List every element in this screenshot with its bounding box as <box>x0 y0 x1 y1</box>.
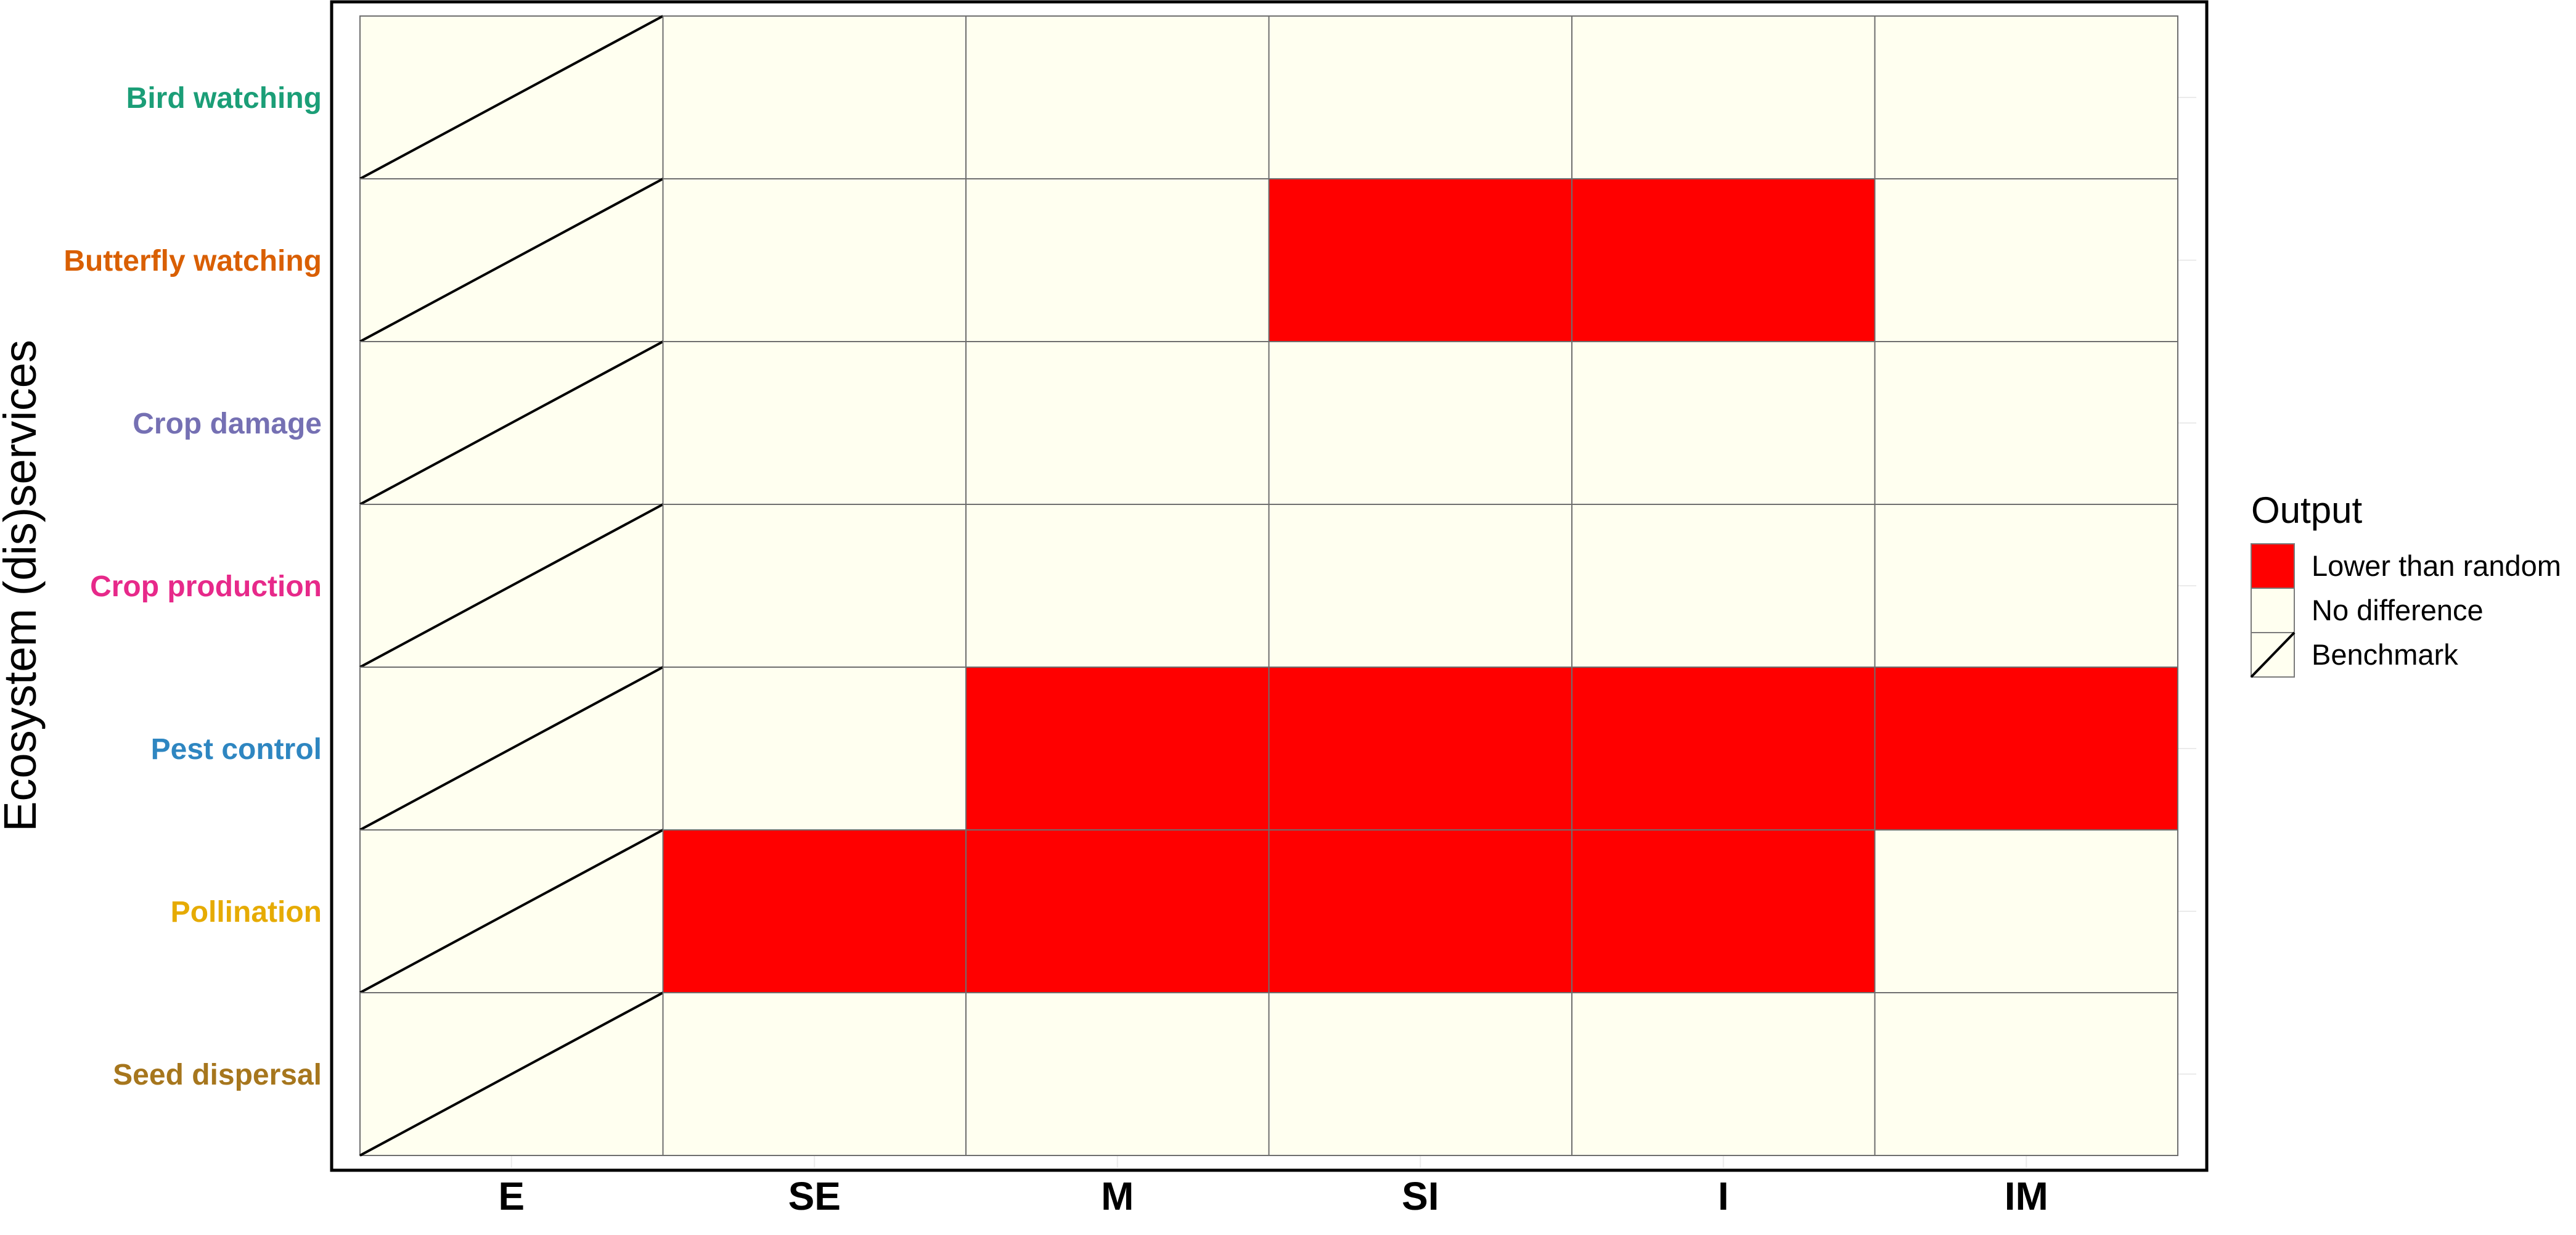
legend-label: Lower than random <box>2312 549 2561 582</box>
heatmap-cell <box>1571 504 1876 668</box>
heatmap-cell <box>662 992 967 1156</box>
heatmap-cell <box>1874 178 2178 342</box>
benchmark-diagonal <box>359 503 664 668</box>
heatmap-cell <box>965 829 1270 993</box>
y-tick-label: Butterfly watching <box>63 245 322 277</box>
heatmap-cell <box>662 178 967 342</box>
benchmark-diagonal <box>359 991 664 1157</box>
heatmap-cell <box>1268 178 1572 342</box>
y-tick-label: Crop damage <box>133 408 322 440</box>
panel-border <box>330 0 2209 1172</box>
benchmark-diagonal <box>359 340 664 506</box>
heatmap-cell <box>1268 829 1572 993</box>
heatmap-cell <box>662 667 967 831</box>
legend-items: Lower than random No difference Benchmark <box>2250 543 2561 678</box>
heatmap-cell <box>1571 178 1876 342</box>
heatmap-cell <box>965 178 1270 342</box>
heatmap-cell <box>662 15 967 179</box>
x-axis-labels: E SE M SI I IM <box>498 1174 2048 1218</box>
heatmap-cell <box>1874 829 2178 993</box>
benchmark-diagonal <box>359 666 664 831</box>
y-axis-title: Ecosystem (dis)services <box>0 340 46 832</box>
heatmap-cell <box>1571 829 1876 993</box>
heatmap-cell <box>965 992 1270 1156</box>
legend: Output Lower than random No difference Ben… <box>2250 490 2561 678</box>
x-tick-label: I <box>1718 1174 1729 1218</box>
heatmap-cell <box>965 341 1270 505</box>
heatmap-cell <box>1268 341 1572 505</box>
y-tick-label: Pollination <box>171 896 322 929</box>
benchmark-diagonal <box>359 178 664 343</box>
heatmap-cell <box>1268 504 1572 668</box>
heatmap-cell <box>662 341 967 505</box>
heatmap-cell <box>662 829 967 993</box>
heatmap-cell <box>1268 15 1572 179</box>
legend-label: No difference <box>2312 594 2484 626</box>
x-tick-label: SI <box>1402 1174 1439 1218</box>
y-tick-label: Bird watching <box>126 82 322 115</box>
benchmark-diagonal <box>359 15 664 180</box>
heatmap-cell <box>1874 667 2178 831</box>
x-tick-label: M <box>1101 1174 1134 1218</box>
x-tick-label: E <box>498 1174 525 1218</box>
heatmap-cell <box>1268 667 1572 831</box>
heatmap-cell <box>965 667 1270 831</box>
legend-title: Output <box>2251 490 2362 531</box>
heatmap-cell <box>1874 341 2178 505</box>
y-tick-label: Seed dispersal <box>113 1059 322 1091</box>
heatmap-cell <box>1571 341 1876 505</box>
legend-key <box>2251 588 2295 633</box>
legend-key-diagonal <box>2250 631 2296 678</box>
y-tick-label: Pest control <box>151 733 322 766</box>
x-tick-label: IM <box>2005 1174 2048 1218</box>
heatmap-cell <box>1874 992 2178 1156</box>
heatmap-cell <box>965 504 1270 668</box>
legend-label: Benchmark <box>2312 638 2458 671</box>
heatmap-cell <box>662 504 967 668</box>
benchmark-diagonal <box>359 829 664 994</box>
heatmap-cell <box>1874 15 2178 179</box>
heatmap-cell <box>1571 992 1876 1156</box>
y-tick-label: Crop production <box>90 570 322 603</box>
heatmap-cell <box>1268 992 1572 1156</box>
x-tick-label: SE <box>788 1174 841 1218</box>
heatmap-cell <box>1571 15 1876 179</box>
heatmap-cell <box>1571 667 1876 831</box>
legend-key <box>2251 543 2295 589</box>
y-axis-labels: Bird watching Butterfly watching Crop dama… <box>63 82 322 1091</box>
heatmap-cells <box>359 15 2178 1157</box>
heatmap-cell <box>965 15 1270 179</box>
heatmap-cell <box>1874 504 2178 668</box>
